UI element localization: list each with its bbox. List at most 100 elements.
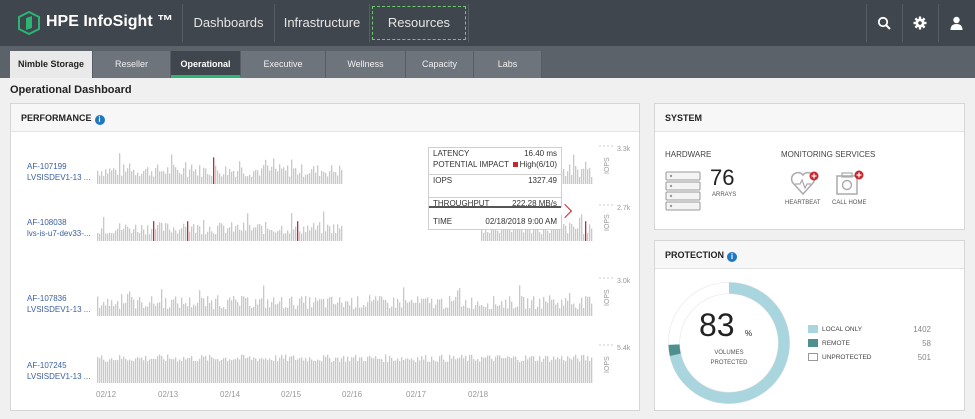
- sparkline-bar: [317, 225, 319, 241]
- sparkline-bar: [259, 299, 261, 316]
- sparkline-bar: [563, 223, 565, 241]
- sparkline-bar: [453, 356, 455, 383]
- sparkline-bar: [125, 224, 127, 241]
- protection-donut[interactable]: [667, 281, 791, 405]
- sparkline-bar: [329, 297, 331, 316]
- array-label-2[interactable]: AF-108038 lvs-is-u7-dev33-...: [27, 217, 91, 239]
- sparkline-bar: [527, 298, 529, 316]
- sparkline-bar: [181, 360, 183, 383]
- sparkline-bar: [191, 164, 193, 184]
- sparkline-bar: [173, 359, 175, 383]
- sparkline-bar: [115, 304, 117, 316]
- performance-chart[interactable]: 3.3k IOPS 2.7k IOPS 3.0k IOPS 5.4k IOPS 02/12 02/…: [11, 104, 641, 412]
- x-tick-label: 02/16: [342, 390, 363, 399]
- sparkline-bar: [239, 229, 241, 241]
- sparkline-bar: [375, 296, 377, 316]
- sparkline-bar: [537, 360, 539, 383]
- sparkline-bar: [501, 357, 503, 383]
- sparkline-bar: [265, 358, 267, 383]
- sparkline-bar: [189, 297, 191, 316]
- sparkline-bar: [141, 357, 143, 383]
- sparkline-row-2[interactable]: [97, 211, 593, 241]
- sparkline-bar: [545, 301, 547, 316]
- sparkline-bar: [425, 298, 427, 316]
- sparkline-bar: [563, 305, 565, 316]
- search-button[interactable]: [867, 4, 901, 42]
- sparkline-bar: [271, 166, 273, 184]
- sparkline-bar: [101, 171, 103, 184]
- sparkline-bar: [459, 357, 461, 383]
- user-button[interactable]: [939, 4, 973, 42]
- sparkline-bar: [371, 357, 373, 383]
- sparkline-bar: [415, 362, 417, 383]
- sparkline-bar: [521, 360, 523, 383]
- sparkline-bar: [525, 355, 527, 383]
- nav-infrastructure[interactable]: Infrastructure: [283, 15, 361, 30]
- sparkline-bar: [311, 169, 313, 184]
- sparkline-bar: [99, 307, 101, 316]
- sparkline-bar: [217, 295, 219, 316]
- sparkline-bar: [527, 359, 529, 383]
- info-icon[interactable]: i: [727, 252, 738, 262]
- heartbeat-label: HEARTBEAT: [785, 200, 821, 206]
- sparkline-bar: [201, 297, 203, 316]
- user-icon: [950, 16, 962, 30]
- array-label-3[interactable]: AF-107836 LVSISDEV1-13 ...: [27, 293, 90, 315]
- sparkline-bar: [151, 228, 153, 241]
- sparkline-bar: [415, 302, 417, 316]
- nav-resources[interactable]: Resources: [370, 4, 468, 42]
- sparkline-bar: [331, 233, 333, 241]
- sparkline-bar: [487, 303, 489, 316]
- sparkline-bar: [209, 303, 211, 316]
- sparkline-bar: [103, 217, 105, 241]
- sparkline-bar: [481, 304, 483, 316]
- sparkline-bar: [237, 171, 239, 184]
- sparkline-bar: [325, 172, 327, 184]
- sparkline-bar: [145, 234, 147, 241]
- tab-operational[interactable]: Operational: [171, 51, 241, 78]
- sparkline-bar: [121, 175, 123, 184]
- sparkline-bar: [453, 300, 455, 316]
- sparkline-bar: [217, 225, 219, 241]
- tab-executive[interactable]: Executive: [241, 51, 326, 78]
- time-value: 02/18/2018 9:00 AM: [485, 217, 557, 226]
- nav-dashboards[interactable]: Dashboards: [193, 15, 264, 30]
- tab-capacity[interactable]: Capacity: [406, 51, 474, 78]
- page-title: Operational Dashboard: [10, 84, 132, 96]
- sparkline-bar: [377, 358, 379, 383]
- sparkline-bar: [317, 300, 319, 316]
- sparkline-bar: [139, 358, 141, 383]
- sparkline-bar: [285, 307, 287, 316]
- sparkline-bar: [249, 174, 251, 184]
- tab-reseller[interactable]: Reseller: [93, 51, 171, 78]
- sparkline-bar: [485, 226, 487, 241]
- array-label-1[interactable]: AF-107199 LVSISDEV1-13 ...: [27, 161, 90, 183]
- array-label-4[interactable]: AF-107245 LVSISDEV1-13 ...: [27, 360, 90, 382]
- sparkline-bar: [135, 358, 137, 383]
- sparkline-bar: [301, 296, 303, 316]
- sparkline-row-3[interactable]: [97, 285, 593, 316]
- sparkline-bar: [539, 356, 541, 383]
- sparkline-row-4[interactable]: [97, 354, 593, 384]
- call-home-icon[interactable]: [835, 169, 865, 196]
- sparkline-bar: [549, 232, 551, 241]
- sparkline-bar: [241, 296, 243, 316]
- arrays-count: 76: [710, 165, 735, 190]
- settings-button[interactable]: [903, 4, 937, 42]
- heartbeat-icon[interactable]: [790, 170, 820, 196]
- sparkline-bar: [101, 305, 103, 316]
- tab-wellness[interactable]: Wellness: [326, 51, 406, 78]
- tab-labs[interactable]: Labs: [474, 51, 542, 78]
- sparkline-bar: [553, 299, 555, 316]
- tab-nimble-storage[interactable]: Nimble Storage: [10, 51, 93, 78]
- sparkline-bar: [265, 222, 267, 241]
- sparkline-bar: [177, 361, 179, 383]
- donut-slice-unprotected[interactable]: [668, 282, 790, 404]
- sparkline-bar: [315, 361, 317, 383]
- sparkline-bar: [577, 169, 579, 184]
- array-host: LVSISDEV1-13 ...: [27, 305, 91, 314]
- throughput-label: THROUGHPUT: [433, 199, 490, 208]
- sparkline-bar: [577, 358, 579, 383]
- sparkline-bar: [223, 358, 225, 383]
- info-icon[interactable]: i: [94, 115, 105, 125]
